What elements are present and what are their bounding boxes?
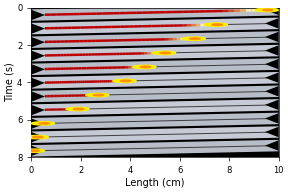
Polygon shape (265, 59, 278, 69)
Polygon shape (31, 10, 45, 20)
Polygon shape (182, 37, 205, 40)
Polygon shape (31, 4, 278, 21)
Polygon shape (31, 105, 45, 115)
Polygon shape (31, 126, 278, 143)
Polygon shape (204, 23, 228, 26)
Polygon shape (31, 99, 278, 116)
Polygon shape (31, 64, 45, 74)
Polygon shape (31, 78, 45, 88)
Polygon shape (120, 80, 131, 82)
Polygon shape (31, 18, 278, 34)
Polygon shape (31, 86, 278, 102)
Polygon shape (31, 50, 45, 61)
Polygon shape (265, 127, 278, 137)
Polygon shape (31, 91, 45, 102)
Polygon shape (31, 140, 278, 156)
Polygon shape (31, 23, 45, 34)
Polygon shape (265, 140, 278, 151)
Polygon shape (140, 66, 151, 68)
Polygon shape (66, 107, 89, 111)
Polygon shape (86, 93, 109, 97)
Polygon shape (265, 86, 278, 97)
Polygon shape (31, 31, 278, 48)
Polygon shape (265, 18, 278, 29)
Polygon shape (73, 108, 84, 110)
Polygon shape (113, 79, 136, 83)
Polygon shape (265, 113, 278, 124)
Polygon shape (160, 52, 170, 54)
Polygon shape (22, 149, 45, 152)
Polygon shape (31, 118, 45, 129)
Polygon shape (39, 122, 49, 124)
Polygon shape (265, 72, 278, 83)
Polygon shape (31, 72, 278, 89)
Polygon shape (153, 51, 176, 55)
Y-axis label: Time (s): Time (s) (4, 62, 14, 102)
Polygon shape (190, 38, 200, 40)
Polygon shape (31, 122, 54, 125)
Polygon shape (33, 136, 43, 138)
Polygon shape (93, 94, 104, 96)
Polygon shape (265, 5, 278, 15)
Polygon shape (265, 45, 278, 56)
Polygon shape (25, 135, 48, 139)
Polygon shape (31, 132, 45, 142)
Polygon shape (263, 9, 273, 11)
Polygon shape (133, 65, 156, 69)
Polygon shape (31, 146, 45, 156)
Polygon shape (31, 113, 278, 129)
Polygon shape (265, 100, 278, 110)
Polygon shape (265, 32, 278, 42)
Polygon shape (31, 58, 278, 75)
Polygon shape (29, 150, 39, 151)
Polygon shape (31, 37, 45, 47)
X-axis label: Length (cm): Length (cm) (125, 178, 185, 188)
Polygon shape (255, 8, 278, 12)
Polygon shape (31, 45, 278, 61)
Polygon shape (212, 24, 222, 26)
